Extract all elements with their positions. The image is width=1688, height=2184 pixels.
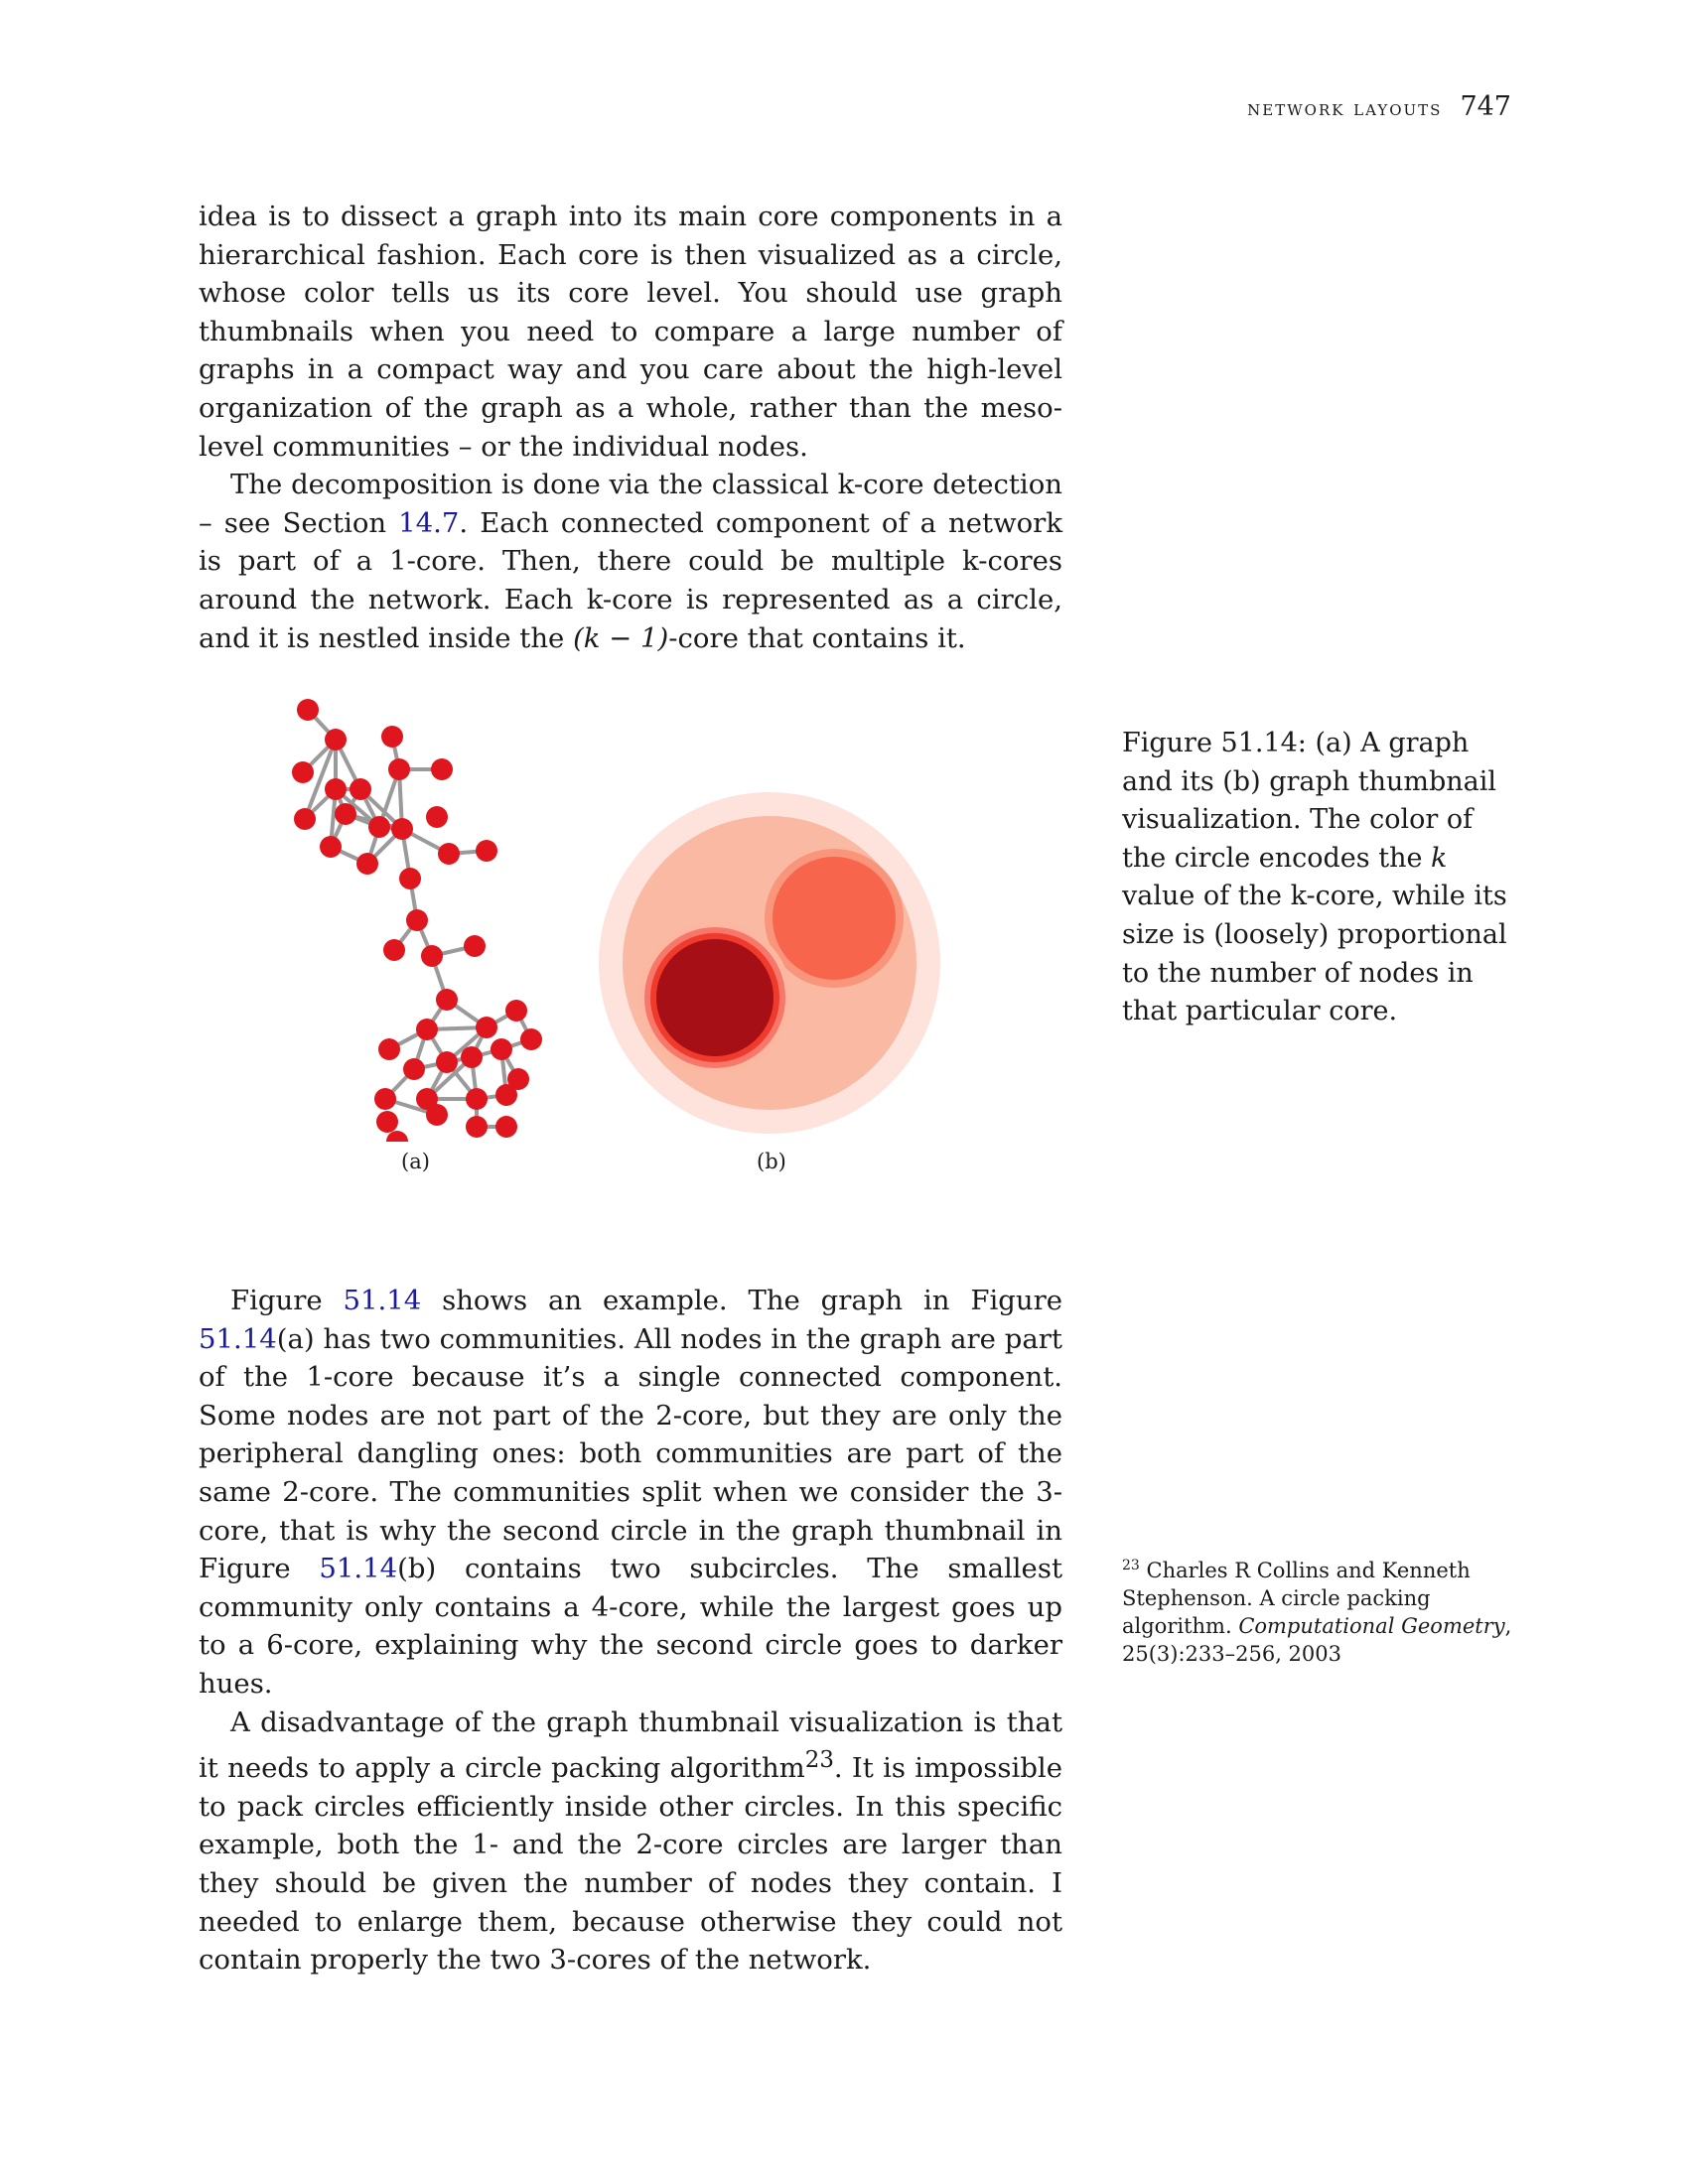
graph-node — [320, 836, 342, 858]
caption-k: k — [1431, 842, 1448, 874]
graph-node — [416, 1019, 438, 1040]
footnote-journal: Computational Geometry — [1238, 1614, 1505, 1638]
graph-node — [350, 778, 371, 800]
graph-edge — [303, 739, 338, 820]
para2-text-a: The decomposition is done via the classi… — [199, 469, 1062, 539]
graph-node — [495, 1116, 517, 1138]
graph-node — [464, 935, 486, 957]
body-text-bottom: Figure 51.14 shows an example. The graph… — [199, 1282, 1062, 1979]
graph-node — [461, 1046, 483, 1068]
graph-node — [438, 843, 460, 865]
graph-node — [388, 758, 410, 780]
section-ref-link[interactable]: 14.7 — [398, 506, 460, 539]
graph-node — [406, 909, 428, 931]
paragraph-3: Figure 51.14 shows an example. The graph… — [199, 1282, 1062, 1704]
graph-node — [325, 778, 347, 800]
para4-text-a: A disadvantage of the graph thumbnail vi… — [199, 1706, 1062, 1785]
footnote-text-b: , 25(3):233–256, 2003 — [1122, 1614, 1512, 1666]
graph-node — [381, 726, 403, 748]
graph-node — [476, 1017, 497, 1038]
graph-nodes — [292, 699, 542, 1142]
graph-node — [495, 1084, 517, 1106]
graph-node — [520, 1028, 542, 1050]
figure-ref-link-3[interactable]: 51.14 — [319, 1553, 398, 1585]
para4-text-b: . It is impossible to pack circles effic… — [199, 1752, 1062, 1977]
figure-a-graph — [292, 699, 542, 1142]
graph-node — [294, 808, 316, 830]
graph-node — [491, 1038, 512, 1060]
graph-node — [383, 939, 405, 961]
figure-b-thumbnail — [599, 792, 940, 1134]
graph-node — [466, 1088, 488, 1110]
graph-node — [466, 1116, 488, 1138]
graph-node — [436, 1051, 458, 1073]
para2-text-b: . Each connected component of a network … — [199, 506, 1062, 654]
graph-node — [505, 1000, 527, 1022]
graph-node — [421, 945, 443, 967]
graph-node — [376, 1111, 398, 1133]
footnote-text-a: Charles R Collins and Kenneth Stephenson… — [1122, 1559, 1471, 1638]
graph-node — [335, 803, 356, 825]
graph-node — [403, 1058, 425, 1080]
graph-node — [374, 1088, 396, 1110]
figure-label-b: (b) — [757, 1150, 786, 1173]
running-head: network layouts 747 — [1247, 91, 1511, 122]
graph-node — [368, 816, 390, 838]
core-4-circle-small — [773, 857, 896, 980]
para3-text-1: Figure — [230, 1285, 344, 1316]
section-title: network layouts — [1247, 96, 1443, 120]
para3-text-4: (b) contains two subcircles. The smalles… — [199, 1553, 1062, 1700]
graph-node — [292, 761, 314, 783]
graph-node — [297, 699, 319, 721]
graph-node — [416, 1088, 438, 1110]
figure-caption: Figure 51.14: (a) A graph and its (b) gr… — [1122, 725, 1519, 1031]
para3-text-3: (a) has two communities. All nodes in th… — [199, 1322, 1062, 1585]
graph-node — [436, 989, 458, 1011]
para2-text-c: -core that contains it. — [668, 621, 966, 654]
graph-node — [426, 1104, 448, 1126]
paragraph-4: A disadvantage of the graph thumbnail vi… — [199, 1704, 1062, 1979]
para3-text-2: shows an example. The graph in Figure — [421, 1285, 1062, 1316]
figure-ref-link-1[interactable]: 51.14 — [343, 1285, 422, 1316]
body-text-top: idea is to dissect a graph into its main… — [199, 198, 1062, 657]
footnote: 23 Charles R Collins and Kenneth Stephen… — [1122, 1552, 1539, 1668]
graph-node — [325, 729, 347, 751]
graph-node — [386, 1131, 408, 1142]
figure-ref-link-2[interactable]: 51.14 — [199, 1322, 277, 1355]
footnote-marker[interactable]: 23 — [804, 1747, 834, 1774]
paragraph-1: idea is to dissect a graph into its main… — [199, 201, 1062, 463]
graph-node — [507, 1068, 529, 1090]
caption-text-a: Figure 51.14: (a) A graph and its (b) gr… — [1122, 728, 1497, 874]
graph-node — [399, 868, 421, 889]
graph-node — [356, 853, 378, 875]
graph-node — [476, 840, 497, 862]
graph-node — [431, 758, 453, 780]
caption-text-b: value of the k-core, while its size is (… — [1122, 881, 1507, 1027]
graph-node — [426, 806, 448, 828]
figure-label-a: (a) — [401, 1150, 430, 1173]
paragraph-2: The decomposition is done via the classi… — [199, 466, 1062, 657]
graph-node — [378, 1038, 400, 1060]
graph-node — [391, 818, 413, 840]
page-number: 747 — [1460, 91, 1511, 122]
math-k-minus-1: (k − 1) — [573, 621, 669, 654]
footnote-number: 23 — [1122, 1558, 1140, 1573]
core-6-circle-large — [656, 939, 774, 1056]
